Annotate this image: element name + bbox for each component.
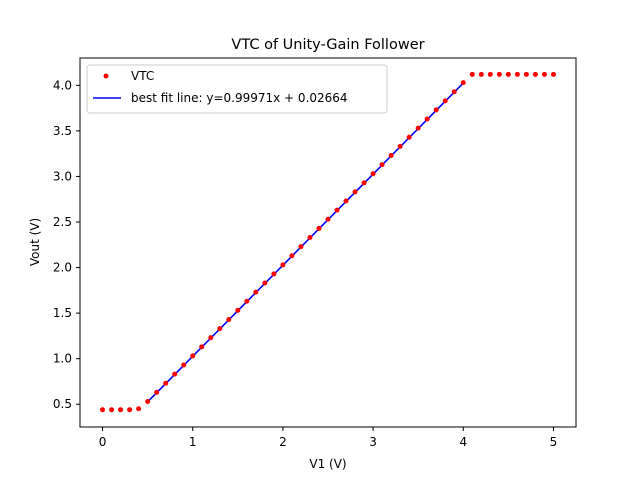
data-point-vtc bbox=[334, 207, 340, 213]
data-point-vtc bbox=[208, 335, 214, 341]
data-point-vtc bbox=[487, 71, 493, 77]
data-point-vtc bbox=[415, 125, 421, 131]
y-tick-label: 3.0 bbox=[53, 169, 72, 183]
data-point-vtc bbox=[127, 407, 133, 413]
data-point-vtc bbox=[460, 80, 466, 86]
axes-frame bbox=[79, 57, 577, 428]
data-point-vtc bbox=[496, 71, 502, 77]
data-point-vtc bbox=[118, 407, 124, 413]
data-point-vtc bbox=[199, 344, 205, 350]
y-tick-label: 1.5 bbox=[53, 306, 72, 320]
data-point-vtc bbox=[235, 307, 241, 313]
x-tick-label: 1 bbox=[189, 435, 197, 449]
data-point-vtc bbox=[379, 162, 385, 168]
y-tick-label: 0.5 bbox=[53, 397, 72, 411]
y-axis-label: Vout (V) bbox=[28, 218, 42, 266]
x-tick-label: 2 bbox=[279, 435, 287, 449]
data-point-vtc bbox=[451, 89, 457, 95]
data-point-vtc bbox=[523, 71, 529, 77]
legend-box bbox=[86, 64, 388, 114]
data-point-vtc bbox=[271, 271, 277, 277]
data-point-vtc bbox=[172, 371, 178, 377]
data-point-vtc bbox=[433, 107, 439, 113]
legend: VTC best fit line: y=0.99971x + 0.02664 bbox=[86, 64, 388, 114]
data-point-vtc bbox=[406, 134, 412, 140]
data-point-vtc bbox=[217, 326, 223, 332]
data-point-vtc bbox=[352, 189, 358, 195]
data-point-vtc bbox=[100, 407, 106, 413]
data-point-vtc bbox=[469, 71, 475, 77]
data-point-vtc bbox=[307, 234, 313, 240]
y-tick-label: 2.0 bbox=[53, 261, 72, 275]
data-point-vtc bbox=[136, 406, 142, 412]
x-tick-label: 4 bbox=[459, 435, 467, 449]
data-point-vtc bbox=[397, 143, 403, 149]
data-point-vtc bbox=[289, 253, 295, 259]
data-point-vtc bbox=[190, 353, 196, 359]
y-tick-label: 4.0 bbox=[53, 78, 72, 92]
data-point-vtc bbox=[514, 71, 520, 77]
data-point-vtc bbox=[361, 180, 367, 186]
data-point-vtc bbox=[244, 298, 250, 304]
y-tick-label: 1.0 bbox=[53, 352, 72, 366]
chart-title: VTC of Unity-Gain Follower bbox=[231, 37, 424, 53]
data-point-vtc bbox=[541, 71, 547, 77]
data-point-vtc bbox=[226, 316, 232, 322]
data-point-vtc bbox=[442, 98, 448, 104]
x-tick-label: 5 bbox=[550, 435, 558, 449]
data-point-vtc bbox=[550, 71, 556, 77]
data-point-vtc bbox=[532, 71, 538, 77]
x-tick-label: 3 bbox=[369, 435, 377, 449]
series-layer bbox=[100, 71, 556, 413]
x-axis-label: V1 (V) bbox=[309, 457, 346, 471]
data-point-vtc bbox=[109, 407, 115, 413]
data-point-vtc bbox=[298, 244, 304, 250]
x-axis-ticks: 0 1 2 3 4 5 bbox=[99, 427, 558, 449]
data-point-vtc bbox=[505, 71, 511, 77]
data-point-vtc bbox=[325, 216, 331, 222]
data-point-vtc bbox=[280, 262, 286, 268]
y-tick-label: 2.5 bbox=[53, 215, 72, 229]
data-point-vtc bbox=[478, 71, 484, 77]
data-point-vtc bbox=[163, 380, 169, 386]
legend-label-vtc: VTC bbox=[131, 69, 154, 83]
x-tick-label: 0 bbox=[99, 435, 107, 449]
data-point-vtc bbox=[343, 198, 349, 204]
data-point-vtc bbox=[154, 389, 160, 395]
y-tick-label: 3.5 bbox=[53, 124, 72, 138]
data-point-vtc bbox=[424, 116, 430, 122]
plot-area bbox=[79, 57, 577, 428]
legend-marker-vtc bbox=[103, 73, 109, 79]
data-point-vtc bbox=[316, 225, 322, 231]
data-point-vtc bbox=[370, 171, 376, 177]
data-point-vtc bbox=[181, 362, 187, 368]
data-point-vtc bbox=[388, 152, 394, 158]
data-point-vtc bbox=[262, 280, 268, 286]
data-point-vtc bbox=[253, 289, 259, 295]
y-axis-ticks: 0.5 1.0 1.5 2.0 2.5 3.0 3.5 4.0 bbox=[53, 78, 80, 411]
legend-label-fit: best fit line: y=0.99971x + 0.02664 bbox=[131, 91, 348, 105]
data-point-vtc bbox=[145, 398, 151, 404]
